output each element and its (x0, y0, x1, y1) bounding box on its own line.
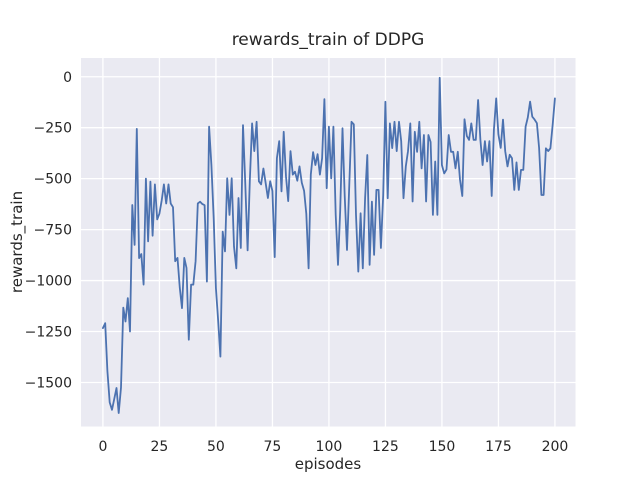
series-group (102, 76, 556, 414)
x-tick-labels: 0 25 50 75 100 125 150 175 200 (98, 439, 568, 455)
y-tick-label: −500 (34, 172, 72, 188)
chart-title: rewards_train of DDPG (232, 30, 425, 50)
x-tick-label: 175 (485, 439, 512, 455)
y-tick-label: −1500 (25, 375, 72, 391)
y-tick-label: −250 (34, 121, 72, 137)
x-axis-label: episodes (295, 455, 362, 473)
x-tick-label: 125 (372, 439, 399, 455)
y-axis-label: rewards_train (8, 191, 27, 293)
y-tick-label: 0 (63, 70, 72, 86)
y-tick-label: −1000 (25, 274, 72, 290)
x-tick-label: 75 (264, 439, 282, 455)
x-tick-label: 25 (151, 439, 169, 455)
x-tick-label: 0 (98, 439, 107, 455)
x-tick-label: 50 (207, 439, 225, 455)
x-tick-label: 150 (429, 439, 456, 455)
y-tick-label: −750 (34, 223, 72, 239)
series-line-rewards_train (102, 76, 556, 414)
x-tick-label: 100 (316, 439, 343, 455)
y-tick-label: −1250 (25, 325, 72, 341)
y-tick-labels: 0 −250 −500 −750 −1000 −1250 −1500 (25, 70, 72, 392)
x-tick-label: 200 (542, 439, 569, 455)
plot-area (81, 58, 576, 427)
